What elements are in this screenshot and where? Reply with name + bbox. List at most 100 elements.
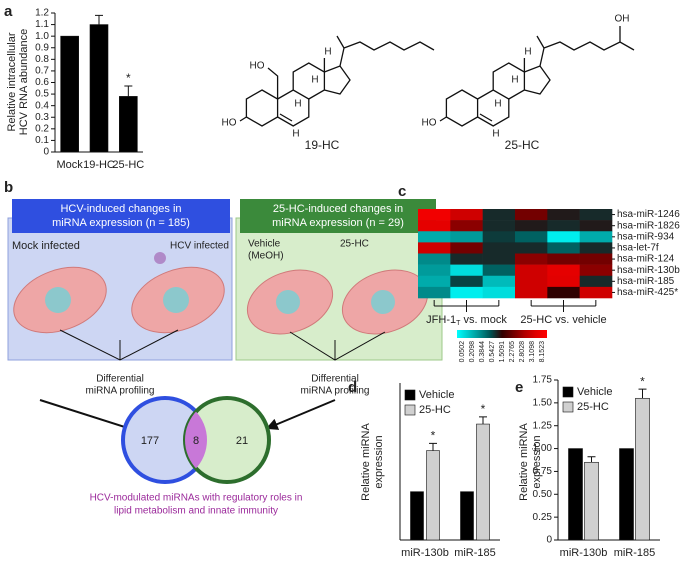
annotation: * [126,71,131,85]
heat-cell [450,231,483,243]
heat-cell [418,209,451,221]
legend-swatch [404,404,416,416]
atom-label: H [292,129,299,140]
bar [476,423,490,541]
error-bar [95,14,103,25]
colorbar-label: 3.1098 [529,341,536,363]
heat-cell [547,209,580,221]
bar [119,96,138,153]
y-tick-label: 0.6 [35,77,49,88]
header [240,199,436,233]
heat-cell [450,209,483,221]
heat-cell [482,242,516,254]
colorbar-label: 0.2098 [469,341,476,363]
structure: HO H H H H OH 25-HC [422,14,635,152]
heat-cell [482,253,516,265]
heat-cell [418,242,451,254]
heat-cell [515,231,548,243]
heat-cell [579,264,613,277]
heat-cell [418,286,451,299]
atom-label: H [524,47,531,58]
label: (MeOH) [248,251,284,262]
row-label: hsa-miR-130b [617,265,680,276]
heat-cell [418,275,451,288]
heat-cell [547,242,580,254]
annotation: * [431,429,436,443]
heat-cell [418,220,451,232]
legend-label: Vehicle [419,389,454,401]
y-axis-label: Relative intracellular [6,32,18,131]
structure: HO HO H H H H 19-HC [222,35,435,152]
heat-cell [515,209,548,221]
bar [89,24,109,153]
y-tick-label: 0.9 [35,42,49,53]
heat-cell [515,286,548,299]
heat-cell [450,264,483,277]
annotation: * [481,402,486,416]
atom-label: H [294,99,301,110]
atom-label: OH [615,14,630,25]
label: Vehicle [248,239,281,250]
y-axis-label: expression [373,435,385,488]
heat-cell [482,264,516,277]
y-tick-label: 1.25 [533,420,553,431]
x-tick-label: miR-185 [454,547,496,559]
y-tick-label: 0.5 [35,89,49,100]
heat-cell [579,286,613,299]
heat-cell [547,220,580,232]
group-label: JFH-1T vs. mock [426,314,507,327]
header-text: miRNA expression (n = 29) [272,217,404,229]
panel-label: a [4,3,13,20]
venn-count: 21 [236,435,248,447]
heat-cell [482,275,516,288]
heat-cell [418,231,451,243]
row-label: hsa-miR-1246 [617,209,680,220]
heat-cell [547,275,580,288]
error-bar [124,85,133,97]
colorbar-label: 1.5091 [499,341,506,363]
y-tick-label: 0.8 [35,54,49,65]
row-label: hsa-miR-124 [617,254,675,265]
heat-cell [579,209,613,221]
heat-cell [579,253,613,265]
heat-cell [482,286,516,299]
y-axis-label: Relative miRNA [360,423,372,501]
heat-cell [579,231,613,243]
y-tick-label: 0.1 [35,135,49,146]
y-tick-label: 1.75 [533,375,553,386]
y-tick-label: 0.75 [533,466,553,477]
colorbar-label: 2.2765 [509,341,516,363]
heat-cell [482,209,516,221]
label: Mock infected [12,240,80,252]
header [12,199,230,233]
y-tick-label: 0.7 [35,66,49,77]
bar [568,448,583,541]
atom-label: H [511,75,518,86]
legend-swatch [562,386,574,398]
bar [460,491,474,541]
x-tick-label: miR-185 [614,547,656,559]
bar [426,450,440,541]
error-bar [429,442,437,451]
error-bar [479,416,487,425]
group-label-part: vs. mock [460,314,507,326]
heat-cell [547,264,580,277]
atom-label: HO [222,118,237,129]
heat-cell [547,231,580,243]
heat-cell [450,275,483,288]
y-tick-label: 1.1 [35,19,49,30]
row-label: hsa-miR-934 [617,231,675,242]
y-axis-label: HCV RNA abundance [18,29,30,135]
panel-label: b [4,179,13,196]
label: miRNA profiling [301,386,370,397]
bar [584,461,599,541]
row-label: hsa-miR-425* [617,287,678,298]
y-tick-label: 1.0 [35,31,49,42]
legend-label: 25-HC [577,401,609,413]
colorbar-label: 8.1523 [539,341,546,363]
heat-cell [450,242,483,254]
y-tick-label: 1.2 [35,8,49,19]
row-label: hsa-miR-1826 [617,220,680,231]
atom-label: H [494,99,501,110]
